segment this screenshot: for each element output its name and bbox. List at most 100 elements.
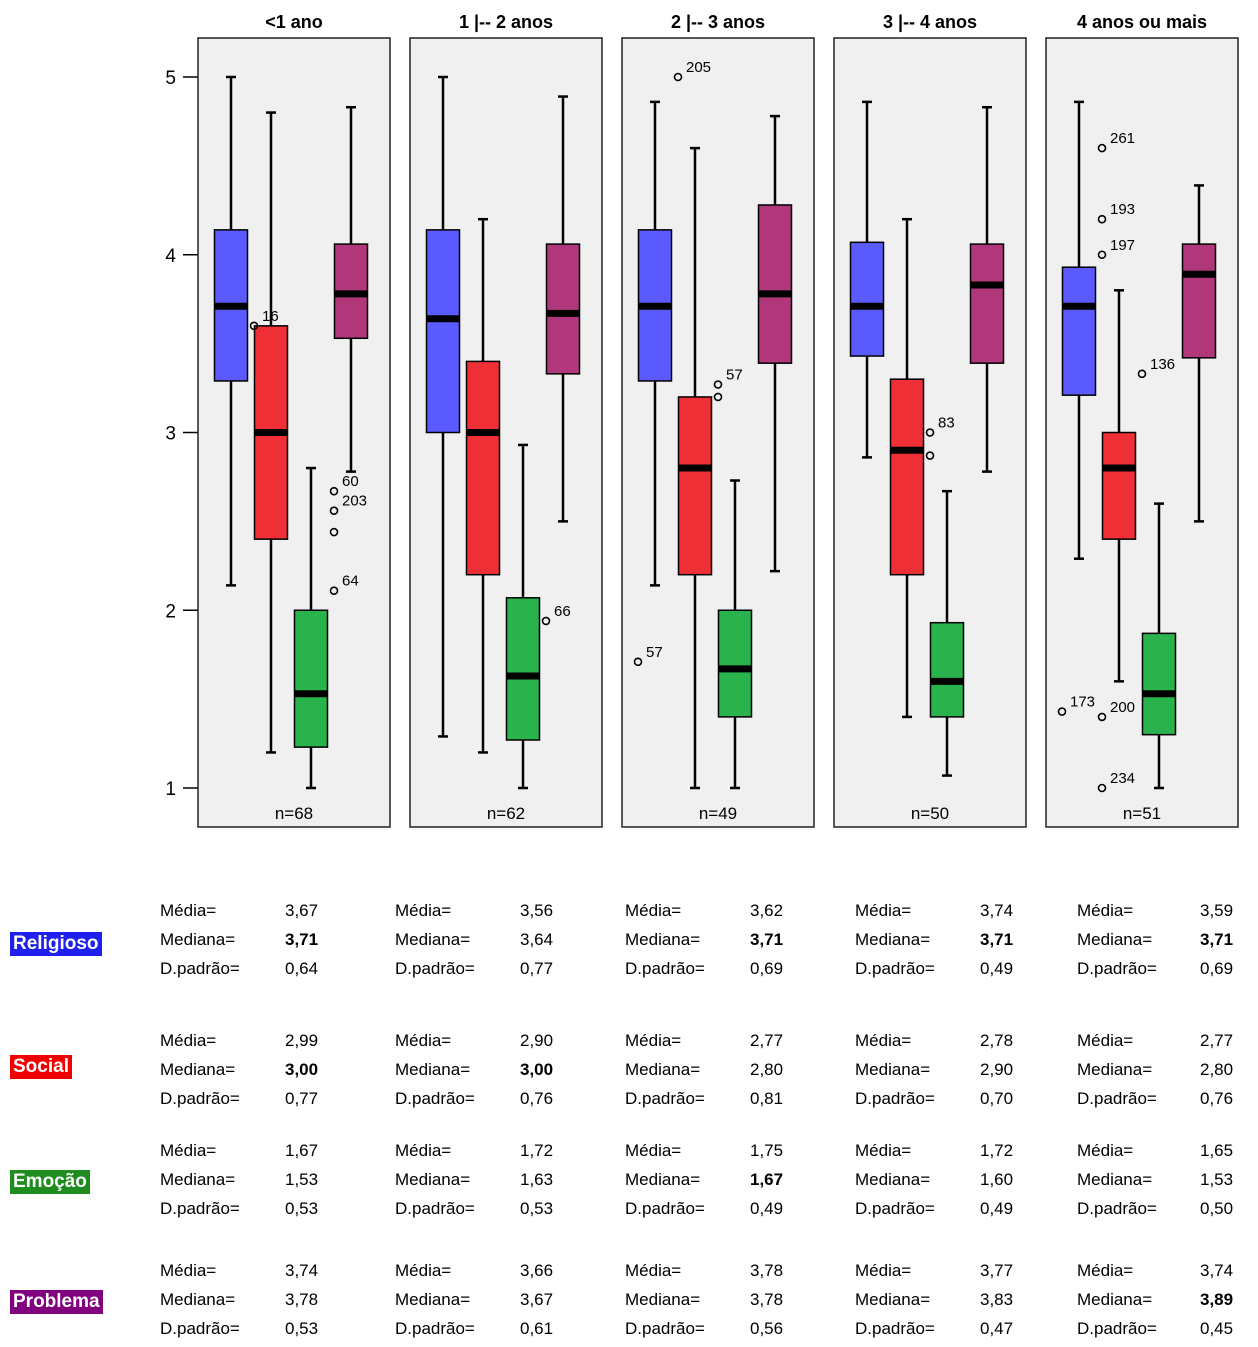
stat-value-median: 2,80: [750, 1060, 784, 1079]
y-tick-label: 5: [165, 68, 176, 89]
stat-value-mean: 3,62: [750, 901, 784, 920]
outlier-point: [1097, 783, 1107, 793]
stat-value-sd: 0,77: [520, 959, 554, 978]
panel-n-label: n=68: [275, 804, 313, 823]
box-social: [677, 396, 713, 576]
stat-value-median: 3,89: [1200, 1290, 1234, 1309]
stat-value-median: 3,78: [750, 1290, 784, 1309]
outlier-label: 205: [686, 59, 711, 76]
panel-title: 1 |-- 2 anos: [459, 12, 553, 32]
box-problema: [969, 243, 1005, 364]
stat-label-median: Mediana=: [855, 1170, 931, 1189]
stat-label-mean: Média=: [625, 1261, 682, 1280]
stat-value-sd: 0,56: [750, 1319, 784, 1338]
stat-value-median: 2,90: [980, 1060, 1014, 1079]
box-emoção: [1141, 632, 1177, 736]
outlier-point: [633, 657, 643, 667]
stat-label-median: Mediana=: [395, 1170, 471, 1189]
outlier-point: [329, 527, 339, 537]
outlier-point: [925, 428, 935, 437]
stat-label-sd: D.padrão=: [855, 1199, 935, 1218]
stat-label-mean: Média=: [625, 1141, 682, 1160]
stat-value-mean: 3,59: [1200, 901, 1234, 920]
stat-label-sd: D.padrão=: [395, 1199, 475, 1218]
stat-value-mean: 3,74: [1200, 1261, 1234, 1280]
outlier-point: [1137, 369, 1147, 379]
stat-value-sd: 0,53: [520, 1199, 554, 1218]
stat-label-median: Mediana=: [855, 1060, 931, 1079]
outlier-label: 57: [726, 367, 743, 384]
stat-value-median: 1,60: [980, 1170, 1014, 1189]
stat-value-mean: 2,77: [1200, 1031, 1234, 1050]
outlier-label: 66: [554, 603, 571, 620]
stat-label-sd: D.padrão=: [855, 1319, 935, 1338]
panel-title: 2 |-- 3 anos: [671, 12, 765, 32]
stat-label-mean: Média=: [395, 1261, 452, 1280]
stat-value-sd: 0,45: [1200, 1319, 1234, 1338]
stat-label-mean: Média=: [160, 1261, 217, 1280]
stat-label-median: Mediana=: [1077, 1060, 1153, 1079]
stat-value-mean: 3,56: [520, 901, 554, 920]
stat-value-sd: 0,76: [520, 1089, 554, 1108]
box-emoção: [929, 621, 965, 718]
stat-label-sd: D.padrão=: [160, 1089, 240, 1108]
outlier-label: 203: [342, 493, 367, 510]
stat-label-sd: D.padrão=: [855, 959, 935, 978]
y-tick-label: 1: [165, 779, 176, 800]
stat-value-sd: 0,69: [1200, 959, 1234, 978]
outlier-point: [713, 392, 723, 402]
stat-value-sd: 0,50: [1200, 1199, 1234, 1218]
box-problema: [757, 204, 793, 364]
outlier-point: [329, 486, 339, 496]
stat-label-median: Mediana=: [160, 1290, 236, 1309]
stat-value-sd: 0,49: [980, 959, 1014, 978]
outlier-point: [1097, 143, 1107, 153]
stat-label-sd: D.padrão=: [395, 1089, 475, 1108]
category-label-3: Emoção: [10, 1170, 90, 1194]
stat-value-mean: 2,77: [750, 1031, 784, 1050]
panel-title: <1 ano: [265, 12, 323, 32]
outlier-label: 234: [1110, 770, 1135, 787]
box-social: [465, 360, 501, 576]
stat-label-median: Mediana=: [160, 930, 236, 949]
stat-label-sd: D.padrão=: [1077, 1199, 1157, 1218]
stat-value-sd: 0,49: [750, 1199, 784, 1218]
stat-value-sd: 0,77: [285, 1089, 319, 1108]
stat-value-mean: 1,72: [980, 1141, 1014, 1160]
stat-value-mean: 2,78: [980, 1031, 1014, 1050]
stat-label-sd: D.padrão=: [625, 959, 705, 978]
box-social: [889, 378, 925, 576]
stat-value-mean: 3,66: [520, 1261, 554, 1280]
outlier-point: [541, 616, 551, 626]
stat-label-median: Mediana=: [625, 1060, 701, 1079]
stat-label-sd: D.padrão=: [625, 1089, 705, 1108]
stat-label-median: Mediana=: [625, 930, 701, 949]
stat-label-sd: D.padrão=: [625, 1319, 705, 1338]
outlier-point: [713, 380, 723, 389]
stat-label-median: Mediana=: [395, 1290, 471, 1309]
stat-label-mean: Média=: [625, 901, 682, 920]
stat-label-mean: Média=: [855, 1141, 912, 1160]
stat-value-mean: 3,77: [980, 1261, 1014, 1280]
outlier-label: 57: [646, 644, 663, 661]
outlier-label: 193: [1110, 201, 1135, 218]
stat-label-median: Mediana=: [855, 930, 931, 949]
stat-label-mean: Média=: [855, 901, 912, 920]
stat-value-mean: 1,67: [285, 1141, 319, 1160]
stat-value-median: 1,67: [750, 1170, 784, 1189]
stat-value-mean: 1,65: [1200, 1141, 1234, 1160]
stat-value-mean: 3,67: [285, 901, 319, 920]
y-tick-label: 2: [165, 601, 176, 622]
stat-label-sd: D.padrão=: [1077, 1319, 1157, 1338]
outlier-point: [1097, 214, 1107, 224]
stat-label-mean: Média=: [395, 1141, 452, 1160]
stat-value-sd: 0,53: [285, 1199, 319, 1218]
stat-value-median: 3,71: [1200, 930, 1234, 949]
outlier-label: 64: [342, 573, 359, 590]
stat-value-mean: 2,99: [285, 1031, 319, 1050]
stat-label-sd: D.padrão=: [855, 1089, 935, 1108]
stat-label-median: Mediana=: [1077, 1290, 1153, 1309]
stat-value-sd: 0,49: [980, 1199, 1014, 1218]
stat-value-median: 3,64: [520, 930, 554, 949]
panel-n-label: n=50: [911, 804, 949, 823]
